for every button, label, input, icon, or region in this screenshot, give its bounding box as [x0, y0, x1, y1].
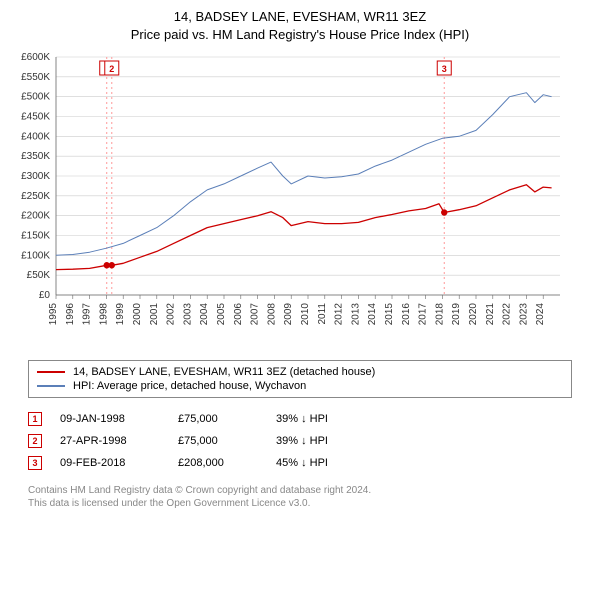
event-badge: 2 [28, 434, 42, 448]
event-row: 1 09-JAN-1998 £75,000 39% ↓ HPI [28, 408, 572, 430]
svg-text:1999: 1999 [115, 303, 126, 326]
chart-svg: £0 £50K £100K £150K £200K £250K £300K £350K £400… [8, 49, 568, 349]
svg-text:2016: 2016 [401, 303, 412, 326]
title-line-2: Price paid vs. HM Land Registry's House … [8, 26, 592, 44]
svg-text:£550K: £550K [21, 72, 50, 83]
svg-text:2004: 2004 [199, 303, 210, 326]
event-badge: 3 [28, 456, 42, 470]
event-row: 2 27-APR-1998 £75,000 39% ↓ HPI [28, 430, 572, 452]
svg-text:2010: 2010 [300, 303, 311, 326]
svg-text:2014: 2014 [367, 303, 378, 326]
svg-text:£500K: £500K [21, 92, 50, 103]
svg-text:£350K: £350K [21, 151, 50, 162]
chart-title-block: 14, BADSEY LANE, EVESHAM, WR11 3EZ Price… [8, 8, 592, 43]
svg-text:2022: 2022 [502, 303, 513, 326]
svg-text:2002: 2002 [166, 303, 177, 326]
event-delta: 45% ↓ HPI [276, 457, 328, 469]
svg-text:2005: 2005 [216, 303, 227, 326]
legend-swatch [37, 385, 65, 387]
svg-text:2023: 2023 [518, 303, 529, 326]
svg-text:2007: 2007 [250, 303, 261, 326]
event-delta: 39% ↓ HPI [276, 435, 328, 447]
svg-text:2017: 2017 [418, 303, 429, 326]
svg-text:£250K: £250K [21, 191, 50, 202]
svg-text:2008: 2008 [266, 303, 277, 326]
events-table: 1 09-JAN-1998 £75,000 39% ↓ HPI 2 27-APR… [28, 408, 572, 474]
price-chart: £0 £50K £100K £150K £200K £250K £300K £350K £400… [8, 49, 592, 354]
svg-text:2015: 2015 [384, 303, 395, 326]
svg-text:£150K: £150K [21, 231, 50, 242]
svg-text:£450K: £450K [21, 112, 50, 123]
footer-line-1: Contains HM Land Registry data © Crown c… [28, 484, 572, 497]
svg-text:2009: 2009 [283, 303, 294, 326]
svg-text:3: 3 [442, 64, 447, 74]
svg-text:1997: 1997 [82, 303, 93, 326]
legend: 14, BADSEY LANE, EVESHAM, WR11 3EZ (deta… [28, 360, 572, 398]
svg-text:1996: 1996 [65, 303, 76, 326]
svg-text:2019: 2019 [451, 303, 462, 326]
event-row: 3 09-FEB-2018 £208,000 45% ↓ HPI [28, 452, 572, 474]
svg-text:2018: 2018 [434, 303, 445, 326]
legend-label: HPI: Average price, detached house, Wych… [73, 380, 306, 392]
event-delta: 39% ↓ HPI [276, 413, 328, 425]
event-date: 09-FEB-2018 [60, 457, 160, 469]
event-badge: 1 [28, 412, 42, 426]
svg-text:2020: 2020 [468, 303, 479, 326]
svg-text:2000: 2000 [132, 303, 143, 326]
svg-text:2011: 2011 [317, 303, 328, 325]
title-line-1: 14, BADSEY LANE, EVESHAM, WR11 3EZ [8, 8, 592, 26]
svg-text:2003: 2003 [182, 303, 193, 326]
svg-text:2006: 2006 [233, 303, 244, 326]
svg-text:£100K: £100K [21, 250, 50, 261]
svg-text:£600K: £600K [21, 52, 50, 63]
event-date: 27-APR-1998 [60, 435, 160, 447]
svg-text:2013: 2013 [350, 303, 361, 326]
legend-swatch [37, 371, 65, 373]
svg-text:2021: 2021 [485, 303, 496, 326]
footer-note: Contains HM Land Registry data © Crown c… [28, 484, 572, 510]
svg-text:£50K: £50K [27, 270, 51, 281]
svg-text:2012: 2012 [334, 303, 345, 326]
event-price: £75,000 [178, 413, 258, 425]
svg-text:1995: 1995 [48, 303, 59, 326]
svg-text:2001: 2001 [149, 303, 160, 326]
legend-item: 14, BADSEY LANE, EVESHAM, WR11 3EZ (deta… [37, 365, 563, 379]
svg-text:2: 2 [109, 64, 114, 74]
event-price: £75,000 [178, 435, 258, 447]
svg-text:£400K: £400K [21, 131, 50, 142]
svg-text:£300K: £300K [21, 171, 50, 182]
event-date: 09-JAN-1998 [60, 413, 160, 425]
legend-label: 14, BADSEY LANE, EVESHAM, WR11 3EZ (deta… [73, 366, 375, 378]
legend-item: HPI: Average price, detached house, Wych… [37, 379, 563, 393]
svg-text:£0: £0 [39, 290, 51, 301]
svg-text:2024: 2024 [535, 303, 546, 326]
svg-text:£200K: £200K [21, 211, 50, 222]
footer-line-2: This data is licensed under the Open Gov… [28, 497, 572, 510]
svg-text:1998: 1998 [98, 303, 109, 326]
event-price: £208,000 [178, 457, 258, 469]
